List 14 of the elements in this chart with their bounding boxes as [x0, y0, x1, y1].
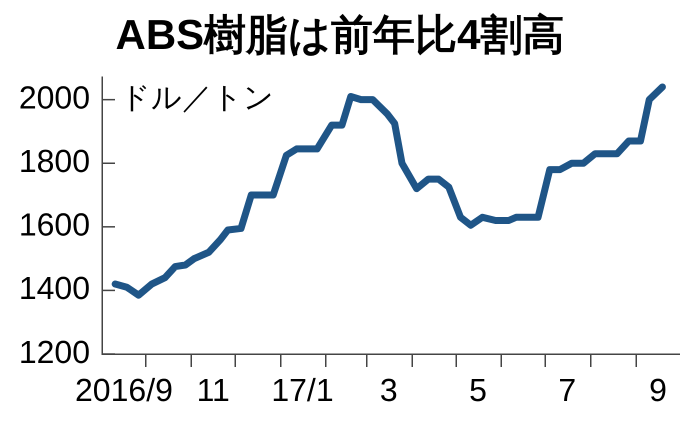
- x-tick-label: 3: [380, 372, 398, 408]
- chart-title: ABS樹脂は前年比4割高: [115, 10, 565, 58]
- x-tick-label: 9: [649, 372, 667, 408]
- y-axis-title: ドル／トン: [120, 82, 274, 115]
- y-tick-label: 1800: [18, 143, 90, 180]
- y-tick-label: 2000: [18, 79, 90, 116]
- y-tick-label: 1600: [18, 206, 90, 243]
- x-tick-label: 7: [558, 372, 576, 408]
- x-tick-label: 2016/9: [75, 372, 173, 408]
- y-tick-label: 1200: [18, 334, 90, 370]
- x-tick-label: 17/1: [271, 372, 334, 408]
- x-tick-label: 11: [196, 372, 230, 408]
- y-tick-label: 1400: [18, 270, 90, 306]
- x-tick-label: 5: [469, 372, 487, 408]
